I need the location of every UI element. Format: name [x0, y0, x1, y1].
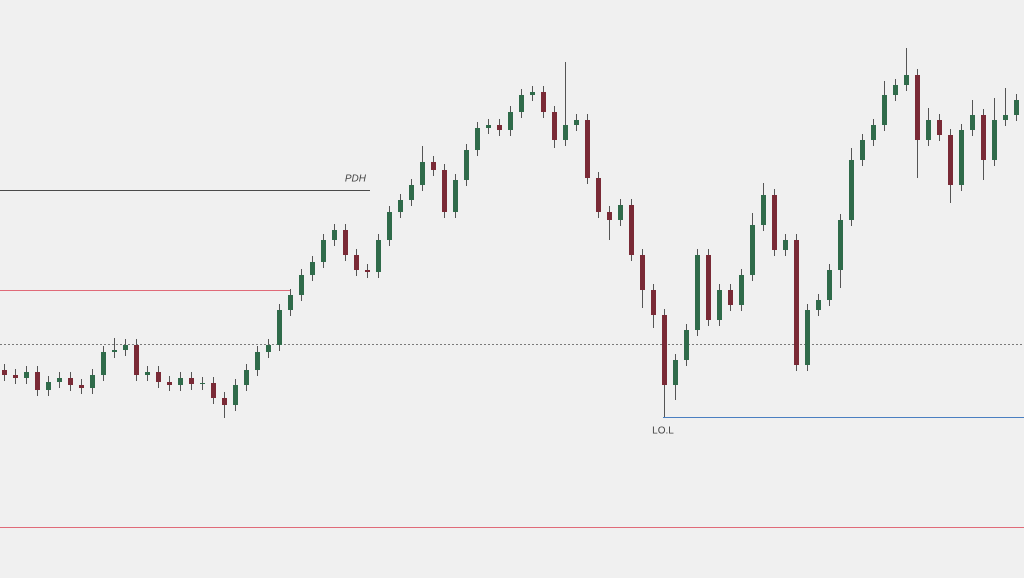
- candle-body: [442, 170, 447, 212]
- candle-body: [860, 140, 865, 160]
- candle-body: [57, 378, 62, 382]
- candle-body: [464, 150, 469, 180]
- candle-body: [794, 240, 799, 365]
- candle-body: [90, 375, 95, 388]
- candle-body: [640, 255, 645, 290]
- candle-body: [959, 130, 964, 185]
- candle-body: [222, 398, 227, 405]
- candle-body: [277, 310, 282, 345]
- candle-body: [816, 300, 821, 310]
- candle-body: [365, 270, 370, 272]
- candle-body: [651, 290, 656, 315]
- candle-body: [398, 200, 403, 212]
- candle-body: [948, 135, 953, 185]
- candle-body: [662, 315, 667, 385]
- candle-body: [563, 125, 568, 140]
- candle-body: [684, 330, 689, 360]
- candle-body: [145, 372, 150, 375]
- candle-body: [893, 85, 898, 95]
- candle-body: [871, 125, 876, 140]
- candle-body: [2, 370, 7, 375]
- candle-body: [519, 95, 524, 112]
- candle-body: [772, 195, 777, 250]
- candle-body: [189, 378, 194, 384]
- candle-body: [838, 220, 843, 270]
- candle-body: [541, 92, 546, 112]
- candle-body: [970, 115, 975, 130]
- candle-body: [266, 345, 271, 352]
- candle-body: [211, 383, 216, 398]
- candle-body: [233, 385, 238, 405]
- candle-body: [717, 290, 722, 320]
- candle-body: [244, 370, 249, 385]
- candle-body: [35, 372, 40, 390]
- candle-body: [629, 205, 634, 255]
- level-label: PDH: [345, 174, 367, 185]
- candle-body: [926, 120, 931, 140]
- candle-body: [310, 262, 315, 275]
- candle-body: [200, 383, 205, 384]
- level-label: LO.L: [652, 426, 674, 437]
- candle-body: [255, 352, 260, 370]
- candle-body: [475, 128, 480, 150]
- candle-body: [376, 240, 381, 272]
- candle-body: [387, 212, 392, 240]
- candle-body: [904, 75, 909, 85]
- candle-body: [321, 240, 326, 262]
- candle-body: [123, 345, 128, 350]
- candle-body: [79, 385, 84, 388]
- candle-body: [343, 230, 348, 255]
- candle-body: [849, 160, 854, 220]
- candle-body: [585, 120, 590, 178]
- candle-body: [288, 295, 293, 310]
- candle-body: [24, 372, 29, 378]
- candle-body: [783, 240, 788, 250]
- candle-body: [156, 372, 161, 382]
- candle-body: [750, 225, 755, 275]
- candle-body: [299, 275, 304, 295]
- candle-body: [618, 205, 623, 220]
- candle-body: [695, 255, 700, 330]
- candle-body: [1014, 100, 1019, 115]
- candle-body: [134, 345, 139, 375]
- candle-body: [827, 270, 832, 300]
- candle-body: [530, 92, 535, 95]
- candle-body: [420, 162, 425, 185]
- candle-body: [915, 75, 920, 140]
- candle-body: [68, 378, 73, 385]
- candle-body: [112, 350, 117, 352]
- candle-body: [101, 352, 106, 375]
- candle-body: [607, 212, 612, 220]
- candle-body: [552, 112, 557, 140]
- candle-body: [882, 95, 887, 125]
- candle-body: [596, 178, 601, 212]
- candle-body: [805, 310, 810, 365]
- candle-body: [178, 378, 183, 385]
- candle-body: [167, 382, 172, 385]
- candle-body: [574, 120, 579, 125]
- candle-body: [409, 185, 414, 200]
- candle-body: [673, 360, 678, 385]
- candle-body: [992, 120, 997, 160]
- candle-body: [508, 112, 513, 130]
- candle-body: [937, 120, 942, 135]
- candle-body: [761, 195, 766, 225]
- candle-body: [332, 230, 337, 240]
- candle-body: [497, 125, 502, 130]
- candle-body: [13, 375, 18, 378]
- candle-body: [46, 382, 51, 390]
- candle-body: [981, 115, 986, 160]
- candle-body: [706, 255, 711, 320]
- candle-body: [739, 275, 744, 305]
- candle-body: [728, 290, 733, 305]
- candle-body: [486, 125, 491, 128]
- candle-body: [1003, 115, 1008, 120]
- candle-body: [453, 180, 458, 212]
- candle-body: [354, 255, 359, 270]
- candle-body: [431, 162, 436, 170]
